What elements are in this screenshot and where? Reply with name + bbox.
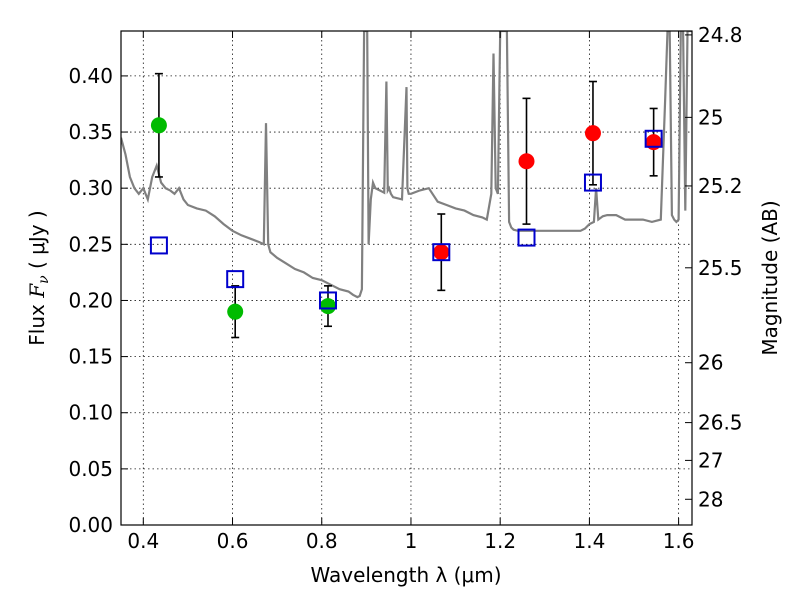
y-axis-label-subscript: ν	[36, 275, 52, 284]
y-tick-label: 0.30	[68, 176, 113, 200]
y-tick-label: 0.35	[68, 120, 113, 144]
data-point-observed-red	[518, 153, 535, 170]
model-point	[432, 243, 451, 262]
data-point-observed-green	[227, 303, 244, 320]
errorbars	[154, 72, 658, 339]
y-tick-label: 0.15	[68, 345, 113, 369]
x-axis: 0.4 0.6 0.8 1 1.2 1.4 1.6	[127, 31, 695, 553]
y2-tick-label: 27	[698, 448, 723, 472]
y2-tick-label: 26	[698, 351, 723, 375]
y-tick-label: 0.10	[68, 401, 113, 425]
y-tick-label: 0.05	[68, 457, 113, 481]
y-axis-label-symbol: F	[25, 283, 49, 299]
x-tick-label: 1	[405, 529, 418, 553]
y-axis-label-suffix: ( μJy )	[25, 210, 49, 275]
y-axis-label-prefix: Flux	[25, 298, 49, 346]
model-points	[149, 129, 663, 310]
plot-frame	[120, 30, 693, 526]
plot-area	[121, 31, 692, 339]
model-point	[583, 173, 602, 192]
y2-tick-label: 24.8	[698, 23, 743, 47]
y-axis-label: Flux Fν ( μJy )	[25, 210, 52, 345]
model-point	[644, 129, 663, 148]
y2-tick-label: 25	[698, 105, 723, 129]
spectrum-line	[121, 31, 692, 299]
y2-axis: 24.8 25 25.2 25.5 26 26.5 27 28	[685, 23, 743, 511]
model-point	[149, 236, 168, 255]
data-point-observed-red	[433, 244, 450, 261]
y-tick-label: 0.40	[68, 64, 113, 88]
y-tick-label: 0.25	[68, 232, 113, 256]
x-tick-label: 1.4	[573, 529, 605, 553]
y2-tick-label: 26.5	[698, 411, 743, 435]
y2-tick-label: 25.2	[698, 174, 743, 198]
model-point	[318, 291, 337, 310]
x-axis-label: Wavelength λ (μm)	[310, 563, 501, 587]
x-tick-label: 1.6	[663, 529, 695, 553]
y2-tick-label: 25.5	[698, 256, 743, 280]
y-tick-label: 0.00	[68, 513, 113, 537]
model-point	[517, 228, 536, 247]
y2-axis-label: Magnitude (AB)	[758, 200, 782, 355]
data-point-observed-red	[584, 125, 601, 142]
y-tick-label: 0.20	[68, 288, 113, 312]
data-point-observed-green	[150, 117, 167, 134]
x-tick-label: 0.8	[306, 529, 338, 553]
data-point-observed-green	[319, 298, 336, 315]
y-axis: 0.00 0.05 0.10 0.15 0.20 0.25 0.30 0.35 0.40	[68, 64, 128, 537]
x-tick-label: 1.2	[484, 529, 516, 553]
x-tick-label: 0.4	[127, 529, 159, 553]
model-point	[226, 270, 245, 289]
x-tick-label: 0.6	[217, 529, 249, 553]
y2-tick-label: 28	[698, 487, 723, 511]
